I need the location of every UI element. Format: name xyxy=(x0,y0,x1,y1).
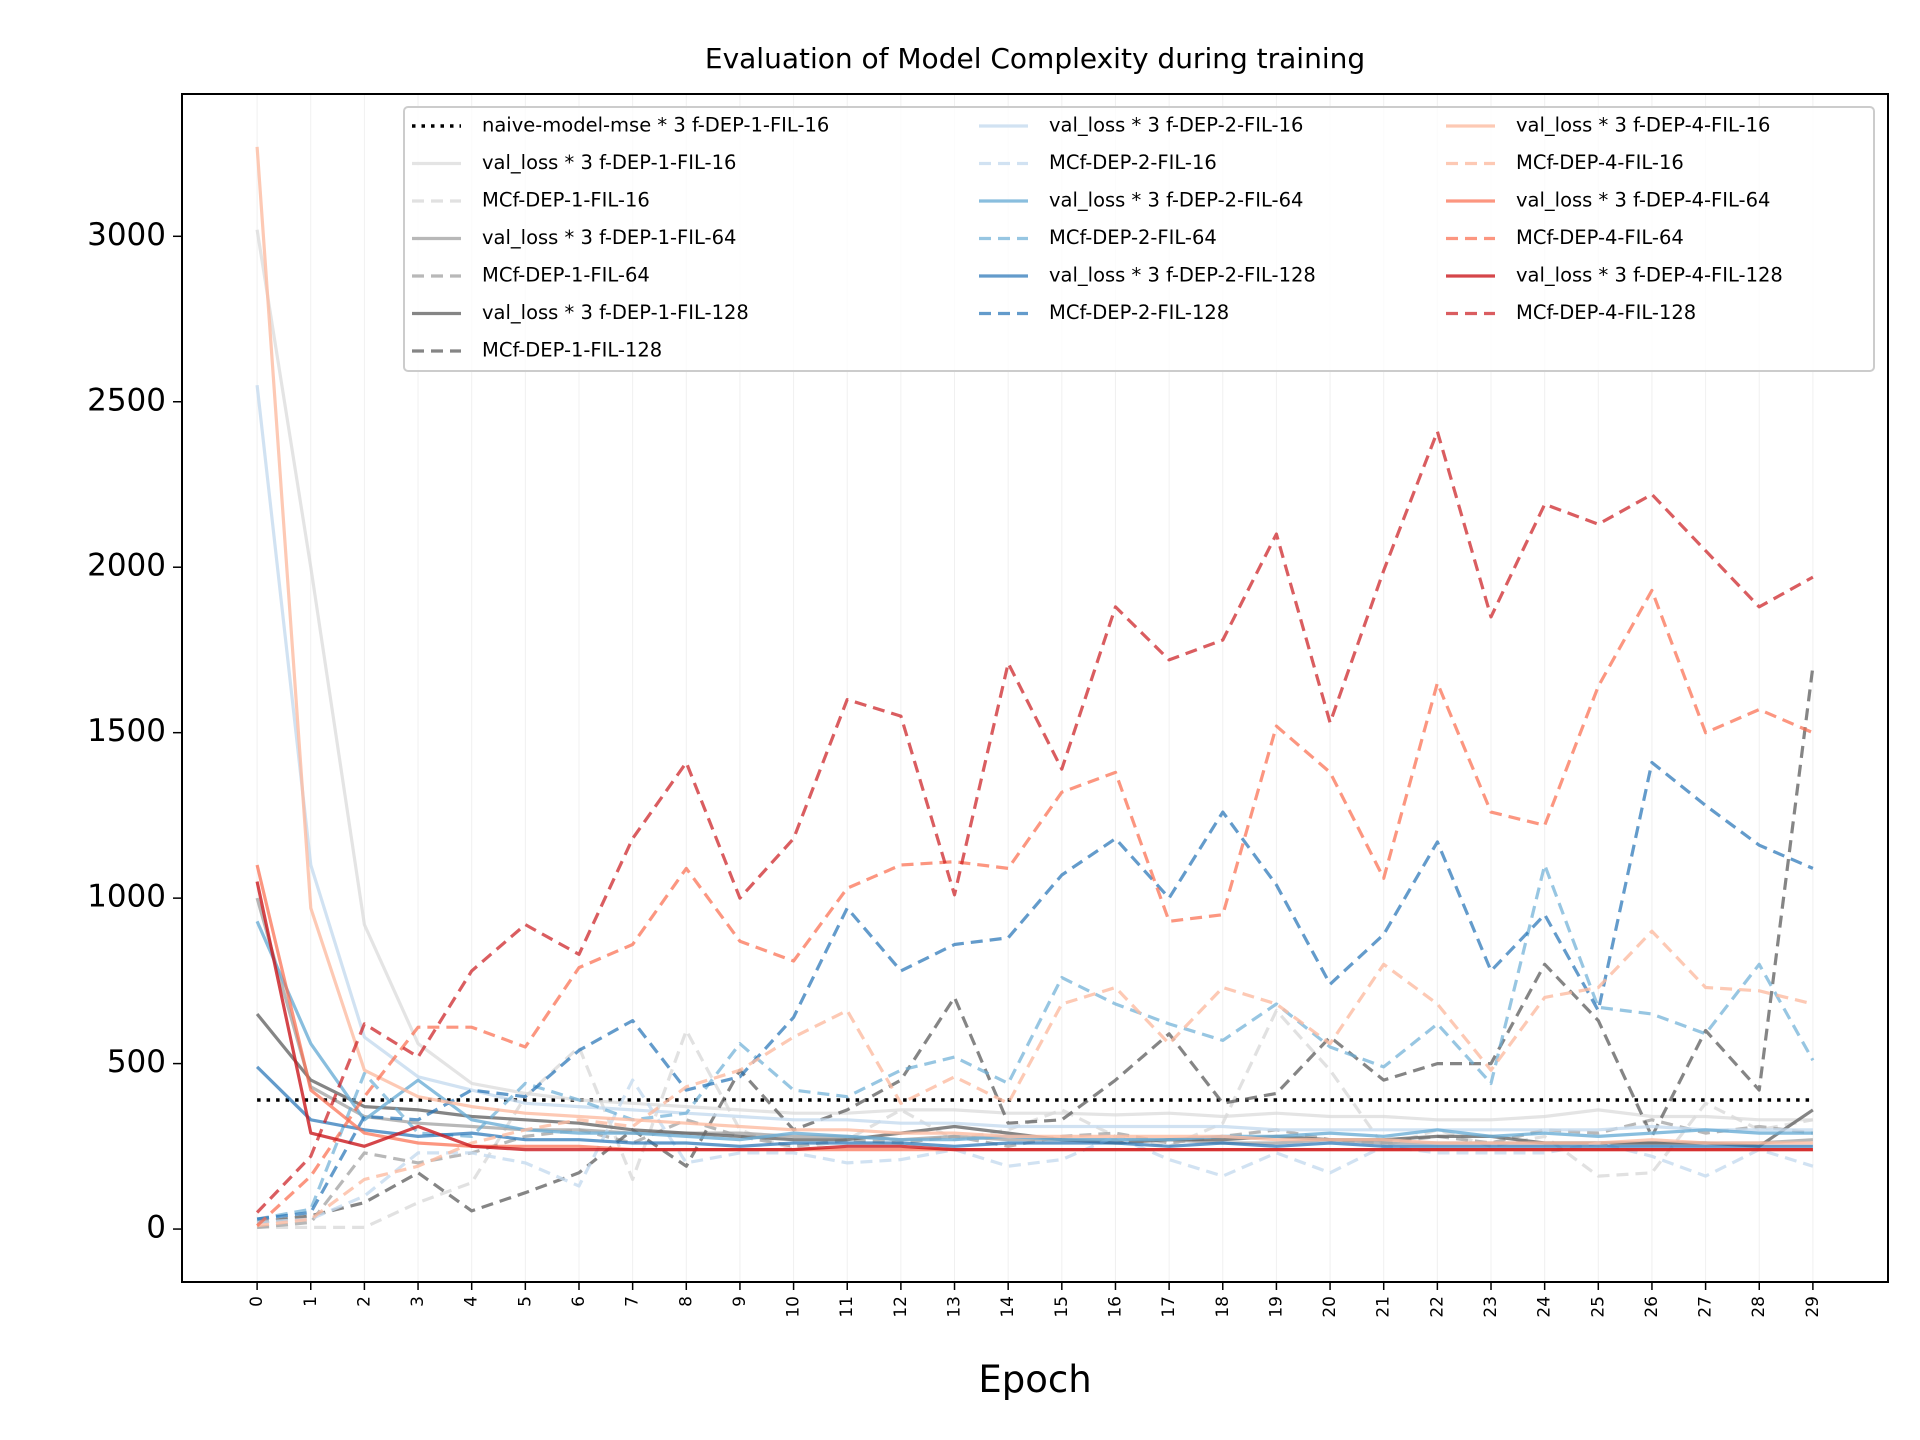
y-tick-label: 1500 xyxy=(87,713,166,749)
series-line xyxy=(256,588,1814,1227)
legend-label: val_loss * 3 f-DEP-1-FIL-128 xyxy=(482,301,749,324)
x-tick-label: 23 xyxy=(1481,1296,1501,1318)
x-tick-label: 28 xyxy=(1749,1296,1769,1318)
x-tick-label: 17 xyxy=(1159,1296,1179,1318)
series-line xyxy=(255,429,1814,1214)
series-layer xyxy=(255,146,1815,1230)
x-tick-label: 8 xyxy=(676,1296,696,1307)
x-tick-label: 22 xyxy=(1427,1296,1447,1318)
legend-label: MCf-DEP-1-FIL-64 xyxy=(482,264,650,287)
y-tick-label: 3000 xyxy=(87,217,166,253)
legend-box xyxy=(403,106,1875,372)
y-tick-label: 2000 xyxy=(87,548,166,584)
series-line xyxy=(255,881,1813,1152)
legend: naive-model-mse * 3 f-DEP-1-FIL-16 val_lo… xyxy=(403,106,1875,372)
series-line xyxy=(255,385,1813,1132)
x-tick-label: 15 xyxy=(1052,1296,1072,1318)
x-tick-label: 19 xyxy=(1266,1296,1286,1318)
legend-label: val_loss * 3 f-DEP-2-FIL-128 xyxy=(1049,264,1316,287)
series-line xyxy=(255,897,1813,1145)
series-line xyxy=(257,1078,1814,1224)
legend-label: MCf-DEP-1-FIL-128 xyxy=(482,339,662,362)
x-tick-label: 7 xyxy=(623,1296,643,1307)
x-tick-label: 10 xyxy=(784,1296,804,1318)
x-tick-label: 2 xyxy=(354,1296,374,1307)
x-tick-layer: 0 1 2 3 4 5 6 7 8 9 10 11 12 13 14 15 16 17 18 19 20 21 22 23 24… xyxy=(247,1282,1823,1318)
x-tick-label: 18 xyxy=(1213,1296,1233,1318)
x-tick-label: 29 xyxy=(1803,1296,1823,1318)
legend-label: val_loss * 3 f-DEP-1-FIL-16 xyxy=(482,151,736,174)
x-tick-label: 16 xyxy=(1105,1296,1125,1318)
x-axis-label: Epoch xyxy=(978,1358,1091,1401)
legend-label: val_loss * 3 f-DEP-1-FIL-64 xyxy=(482,226,736,249)
legend-label: MCf-DEP-4-FIL-16 xyxy=(1516,151,1684,174)
legend-label: MCf-DEP-2-FIL-64 xyxy=(1049,226,1217,249)
legend-items: naive-model-mse * 3 f-DEP-1-FIL-16 val_lo… xyxy=(412,114,1783,362)
legend-label: val_loss * 3 f-DEP-4-FIL-16 xyxy=(1516,114,1770,137)
x-tick-label: 14 xyxy=(998,1296,1018,1318)
series-line xyxy=(255,146,1813,1145)
x-tick-label: 6 xyxy=(569,1296,589,1307)
series-line xyxy=(256,760,1814,1221)
series-line xyxy=(256,666,1815,1224)
legend-label: MCf-DEP-4-FIL-64 xyxy=(1516,226,1684,249)
legend-label: MCf-DEP-2-FIL-128 xyxy=(1049,301,1229,324)
x-tick-label: 20 xyxy=(1320,1296,1340,1318)
y-tick-label: 500 xyxy=(107,1044,166,1080)
series-line xyxy=(256,863,1815,1221)
x-tick-label: 26 xyxy=(1642,1296,1662,1318)
chart-title: Evaluation of Model Complexity during tr… xyxy=(705,42,1365,75)
x-tick-label: 13 xyxy=(945,1296,965,1318)
legend-label: MCf-DEP-4-FIL-128 xyxy=(1516,301,1696,324)
legend-label: val_loss * 3 f-DEP-2-FIL-64 xyxy=(1049,189,1303,212)
x-tick-label: 5 xyxy=(515,1296,535,1307)
legend-label: val_loss * 3 f-DEP-4-FIL-128 xyxy=(1516,264,1783,287)
series-line xyxy=(255,920,1813,1142)
y-tick-label: 2500 xyxy=(87,382,166,418)
x-tick-label: 0 xyxy=(247,1296,267,1307)
x-tick-label: 4 xyxy=(462,1296,482,1307)
plot-frame xyxy=(181,93,1889,1283)
legend-label: naive-model-mse * 3 f-DEP-1-FIL-16 xyxy=(482,114,829,137)
legend-label: MCf-DEP-2-FIL-16 xyxy=(1049,151,1217,174)
legend-label: val_loss * 3 f-DEP-2-FIL-16 xyxy=(1049,114,1303,137)
y-tick-label: 1000 xyxy=(87,879,166,915)
x-tick-label: 9 xyxy=(730,1296,750,1307)
x-tick-label: 1 xyxy=(301,1296,321,1307)
x-tick-label: 27 xyxy=(1696,1296,1716,1318)
x-tick-label: 25 xyxy=(1588,1296,1608,1318)
x-tick-label: 11 xyxy=(837,1296,857,1318)
series-line xyxy=(255,229,1813,1122)
legend-label: val_loss * 3 f-DEP-4-FIL-64 xyxy=(1516,189,1770,212)
y-tick-label: 0 xyxy=(146,1210,166,1246)
x-tick-label: 12 xyxy=(891,1296,911,1318)
x-tick-label: 21 xyxy=(1374,1296,1394,1318)
legend-label: MCf-DEP-1-FIL-16 xyxy=(482,189,650,212)
x-tick-label: 24 xyxy=(1535,1296,1555,1318)
x-tick-label: 3 xyxy=(408,1296,428,1307)
y-tick-layer: 0 500 1000 1500 2000 2500 3000 xyxy=(87,217,182,1246)
series-line xyxy=(255,1065,1813,1148)
